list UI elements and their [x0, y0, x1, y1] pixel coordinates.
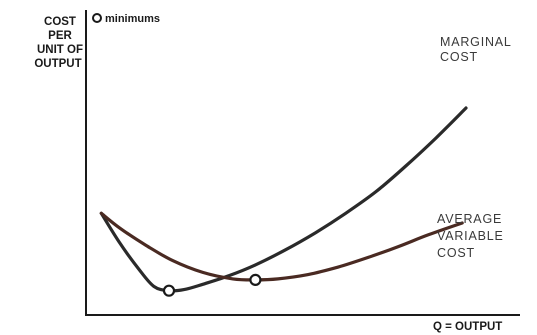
- average-variable-cost-label: AVERAGE VARIABLE COST: [437, 212, 504, 260]
- legend-minimums-label: minimums: [105, 13, 160, 25]
- legend-minimum-marker: [92, 13, 102, 23]
- y-axis-label-line-2: PER: [48, 30, 72, 42]
- legend: minimums: [92, 13, 160, 25]
- x-axis-label: Q = OUTPUT: [433, 321, 502, 333]
- average-variable-cost-curve: [99, 211, 464, 282]
- marginal-cost-label: MARGINAL COST: [440, 35, 512, 64]
- minimum-markers: [162, 273, 262, 297]
- y-axis-label-line-3: UNIT of: [37, 44, 83, 56]
- marginal-cost-curve: [99, 106, 468, 293]
- series-layer: [99, 106, 468, 293]
- y-axis-label-line-1: COST: [44, 16, 76, 28]
- marginal-cost-minimum-marker: [162, 284, 176, 297]
- y-axis-label: COST PER UNIT of OUTPUT: [34, 16, 83, 70]
- avc-label-line-1: AVERAGE: [437, 212, 502, 226]
- avc-label-line-2: VARIABLE: [437, 229, 504, 243]
- avc-label-line-3: COST: [437, 246, 475, 260]
- average-variable-cost-minimum-marker: [249, 273, 262, 286]
- axes: [85, 10, 520, 316]
- marginal-cost-label-line-1: MARGINAL: [440, 35, 512, 49]
- y-axis-label-line-4: OUTPUT: [34, 58, 81, 70]
- marginal-cost-label-line-2: COST: [440, 50, 478, 64]
